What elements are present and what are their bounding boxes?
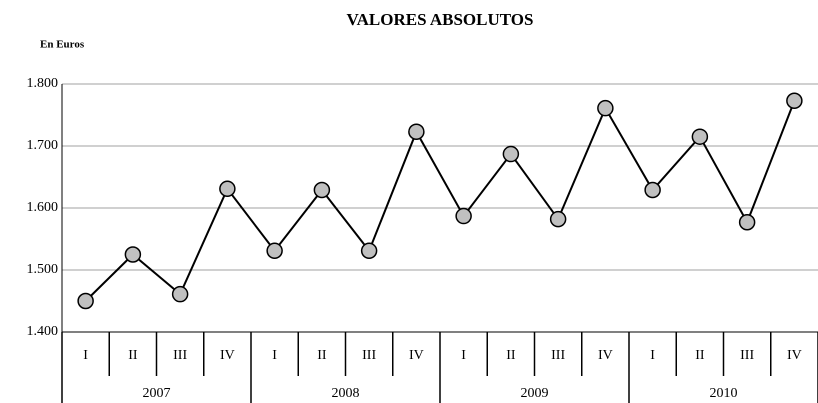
x-tick-label: II (506, 348, 516, 363)
x-tick-label: I (272, 348, 277, 363)
data-point (786, 92, 803, 109)
chart-title: VALORES ABSOLUTOS (347, 10, 534, 29)
data-point (219, 180, 236, 198)
data-point (738, 214, 756, 231)
x-group-label: 2010 (710, 386, 738, 401)
y-axis-label: En Euros (40, 39, 85, 51)
x-tick-label: I (650, 348, 655, 363)
x-tick-label: IV (220, 348, 235, 363)
x-tick-label: IV (787, 348, 802, 363)
x-tick-label: III (740, 348, 754, 363)
y-tick-label: 1.400 (27, 324, 59, 339)
x-group-label: 2009 (521, 386, 549, 401)
x-tick-label: I (461, 348, 466, 363)
data-point (691, 128, 709, 145)
data-point (266, 242, 283, 260)
data-point (124, 246, 142, 263)
data-point (644, 181, 661, 199)
x-group-label: 2007 (143, 386, 171, 401)
data-point (597, 99, 614, 117)
data-point (171, 285, 189, 303)
x-group-label: 2008 (332, 386, 360, 401)
data-point (455, 207, 472, 225)
data-point (408, 123, 425, 140)
x-tick-label: I (83, 348, 88, 363)
y-tick-label: 1.700 (27, 138, 59, 153)
x-tick-label: III (173, 348, 187, 363)
y-tick-label: 1.500 (27, 262, 59, 277)
y-tick-label: 1.800 (27, 76, 59, 91)
data-point (502, 145, 520, 163)
data-point (549, 210, 567, 228)
x-tick-label: II (317, 348, 327, 363)
x-tick-label: III (362, 348, 376, 363)
data-point (360, 242, 378, 260)
data-point (313, 181, 331, 199)
x-tick-label: IV (598, 348, 613, 363)
x-tick-label: II (128, 348, 138, 363)
data-point (77, 292, 94, 310)
y-tick-label: 1.600 (27, 200, 59, 215)
data-line (84, 100, 796, 302)
x-tick-label: IV (409, 348, 424, 363)
x-tick-label: II (695, 348, 705, 363)
x-tick-label: III (551, 348, 565, 363)
